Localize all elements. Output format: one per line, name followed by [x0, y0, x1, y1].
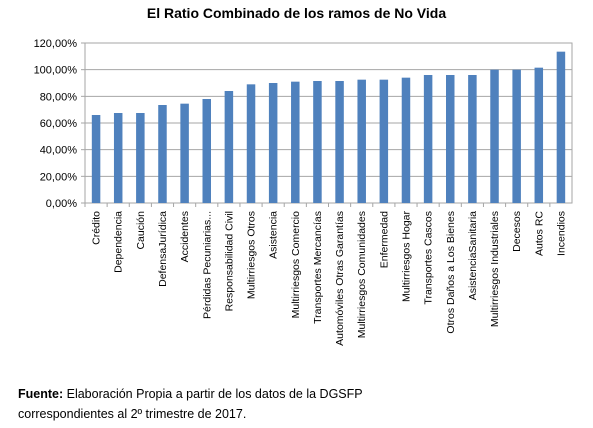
source-text-line1: Elaboración Propia a partir de los datos…	[63, 387, 363, 401]
bar	[556, 51, 566, 203]
bar	[268, 83, 278, 203]
source-label: Fuente:	[18, 387, 64, 401]
y-tick-label: 60,00%	[40, 118, 78, 130]
y-tick-label: 0,00%	[46, 198, 77, 210]
x-category-label: Multirriesgos Industriales	[489, 211, 501, 327]
x-category-label: Accidentes	[179, 211, 191, 262]
bar	[202, 99, 211, 203]
bar	[180, 103, 189, 203]
bar	[446, 75, 455, 203]
bar	[158, 105, 167, 203]
source-note: Fuente: Elaboración Propia a partir de l…	[18, 384, 578, 424]
bar	[313, 81, 322, 203]
bar	[490, 69, 499, 204]
bar	[224, 91, 234, 203]
y-tick-label: 20,00%	[40, 171, 78, 183]
gridlines	[85, 42, 572, 204]
y-axis-ticks: 0,00% 20,00% 40,00% 60,00% 80,00% 100,00% 120,…	[34, 38, 85, 210]
bar	[335, 81, 344, 203]
x-category-label: Transportes Cascos	[423, 211, 435, 305]
y-tick-label: 100,00%	[34, 65, 78, 77]
bar	[246, 84, 256, 203]
x-category-label: Dependencia	[113, 211, 125, 273]
x-category-label: Pérdidas Pecuniarias...	[201, 211, 213, 319]
bar	[468, 75, 477, 203]
bar	[136, 113, 145, 203]
y-tick-label: 80,00%	[40, 91, 78, 103]
x-category-label: DefensaJurídica	[157, 211, 169, 287]
bar	[534, 67, 544, 204]
x-category-label: Autos RC	[533, 211, 545, 256]
x-category-label: Otros Daños a Los Bienes	[445, 211, 457, 334]
bars	[91, 51, 566, 204]
x-category-label: Responsabilidad Civil	[223, 211, 235, 311]
bar	[113, 113, 123, 203]
bar	[357, 79, 366, 203]
x-category-label: Transportes Mercancías	[312, 211, 324, 324]
x-category-label: Automóviles Otras Garantías	[334, 211, 346, 346]
x-category-label: Multirriesgos Hogar	[400, 210, 412, 302]
x-category-label: Multirriesgos Comercio	[290, 211, 302, 319]
source-text-line2: correspondientes al 2º trimestre de 2017…	[18, 407, 247, 421]
bar	[512, 69, 521, 204]
bar	[401, 77, 411, 203]
x-axis-labels: Crédito Dependencia Caución DefensaJurídica…	[84, 203, 567, 346]
x-category-label: Incendios	[555, 211, 567, 256]
x-category-label: Multirriesgos Otros	[246, 211, 258, 299]
bar	[91, 115, 101, 203]
x-category-label: Multirriesgos Comunidades	[356, 211, 368, 338]
x-category-label: Decesos	[511, 211, 523, 252]
x-category-label: Asistencia	[268, 211, 280, 259]
bar-chart: 0,00% 20,00% 40,00% 60,00% 80,00% 100,00% 120,…	[34, 38, 573, 346]
x-category-label: AsistenciaSanitaria	[467, 211, 479, 300]
y-tick-label: 40,00%	[40, 145, 78, 157]
y-tick-label: 120,00%	[34, 38, 78, 50]
bar	[379, 79, 389, 203]
x-category-label: Enfermedad	[378, 211, 390, 268]
x-category-label: Crédito	[91, 211, 103, 245]
bar	[291, 81, 300, 203]
chart-title: El Ratio Combinado de los ramos de No Vi…	[146, 5, 447, 21]
x-category-label: Caución	[135, 211, 147, 250]
bar	[423, 75, 433, 203]
